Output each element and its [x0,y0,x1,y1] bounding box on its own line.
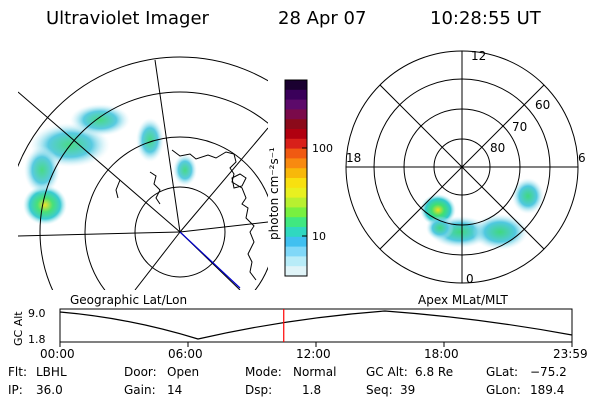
altitude-curve [59,310,573,340]
timeline-xtick: 06:00 [168,347,203,361]
colorbar-tick-100: 100 [312,142,333,155]
instrument-title: Ultraviolet Imager [46,8,210,29]
timeline-xtick: 23:59 [553,347,588,361]
mlat-label-60: 60 [535,98,550,112]
apex-caption: Apex MLat/MLT [418,293,508,307]
colorbar: 100 10 photon cm⁻²s⁻¹ [267,79,333,277]
glon-value: 189.4 [530,383,564,397]
gcalt-label: GC Alt: [366,365,408,379]
glat-label: GLat: [486,365,518,379]
colorbar-swatch [285,227,307,238]
gcalt-value: 6.8 Re [415,365,453,379]
colorbar-label: photon cm⁻²s⁻¹ [267,147,281,240]
flt-label: Flt: [8,365,27,379]
colorbar-swatch [285,217,307,228]
colorbar-swatch [285,158,307,169]
seq-value: 39 [400,383,415,397]
colorbar-swatch [285,168,307,179]
coastline [115,149,257,281]
mlt-label-18: 18 [346,151,361,165]
time-label: 10:28:55 UT [430,8,542,29]
gain-value: 14 [167,383,182,397]
right-aurora [420,178,544,250]
colorbar-swatch [285,197,307,208]
dsp-label: Dsp: [245,383,272,397]
timeline-ylabel: GC Alt [12,311,25,346]
mlt-label-6: 6 [578,151,586,165]
colorbar-swatch [285,89,307,101]
colorbar-swatch [285,99,307,110]
colorbar-swatch [285,129,307,140]
colorbar-swatch [285,148,307,159]
mlat-label-80: 80 [490,141,505,155]
left-aurora [23,104,197,225]
colorbar-swatch [285,236,307,248]
colorbar-swatch [285,109,307,120]
colorbar-swatch [285,80,307,91]
colorbar-swatch [285,246,307,257]
colorbar-swatch [285,119,307,130]
ip-label: IP: [8,383,23,397]
timeline-xtick: 00:00 [40,347,75,361]
door-label: Door: [124,365,157,379]
colorbar-swatch [285,266,307,277]
apex-polar-plot: 12 18 6 0 60 70 80 [345,49,586,286]
flt-value: LBHL [36,365,67,379]
door-value: Open [167,365,199,379]
timeline-xtick: 12:00 [296,347,331,361]
glat-value: −75.2 [530,365,567,379]
gain-label: Gain: [124,383,156,397]
altitude-timeline: GC Alt 9.0 1.8 00:00 06:00 12:00 18:00 2… [12,307,588,361]
colorbar-tick-10: 10 [312,230,326,243]
mlt-label-0: 0 [466,272,474,286]
mlat-label-70: 70 [512,120,527,134]
dsp-value: 1.8 [302,383,321,397]
nadir-line [179,231,241,289]
colorbar-swatch [285,256,307,267]
seq-label: Seq: [366,383,393,397]
glon-label: GLon: [486,383,521,397]
parameter-panel: Flt: LBHL IP: 36.0 Door: Open Gain: 14 M… [8,365,567,397]
geographic-map [18,56,268,290]
mode-label: Mode: [245,365,282,379]
geographic-caption: Geographic Lat/Lon [70,293,187,307]
ip-value: 36.0 [36,383,63,397]
timeline-xtick: 18:00 [424,347,459,361]
timeline-ytick-bottom: 1.8 [28,333,46,346]
colorbar-swatch [285,207,307,218]
mlt-label-12: 12 [471,49,486,63]
mode-value: Normal [293,365,336,379]
colorbar-swatch [285,178,307,189]
timeline-ytick-top: 9.0 [28,307,46,320]
colorbar-swatch [285,138,307,150]
date-label: 28 Apr 07 [278,8,366,29]
colorbar-swatch [285,187,307,199]
